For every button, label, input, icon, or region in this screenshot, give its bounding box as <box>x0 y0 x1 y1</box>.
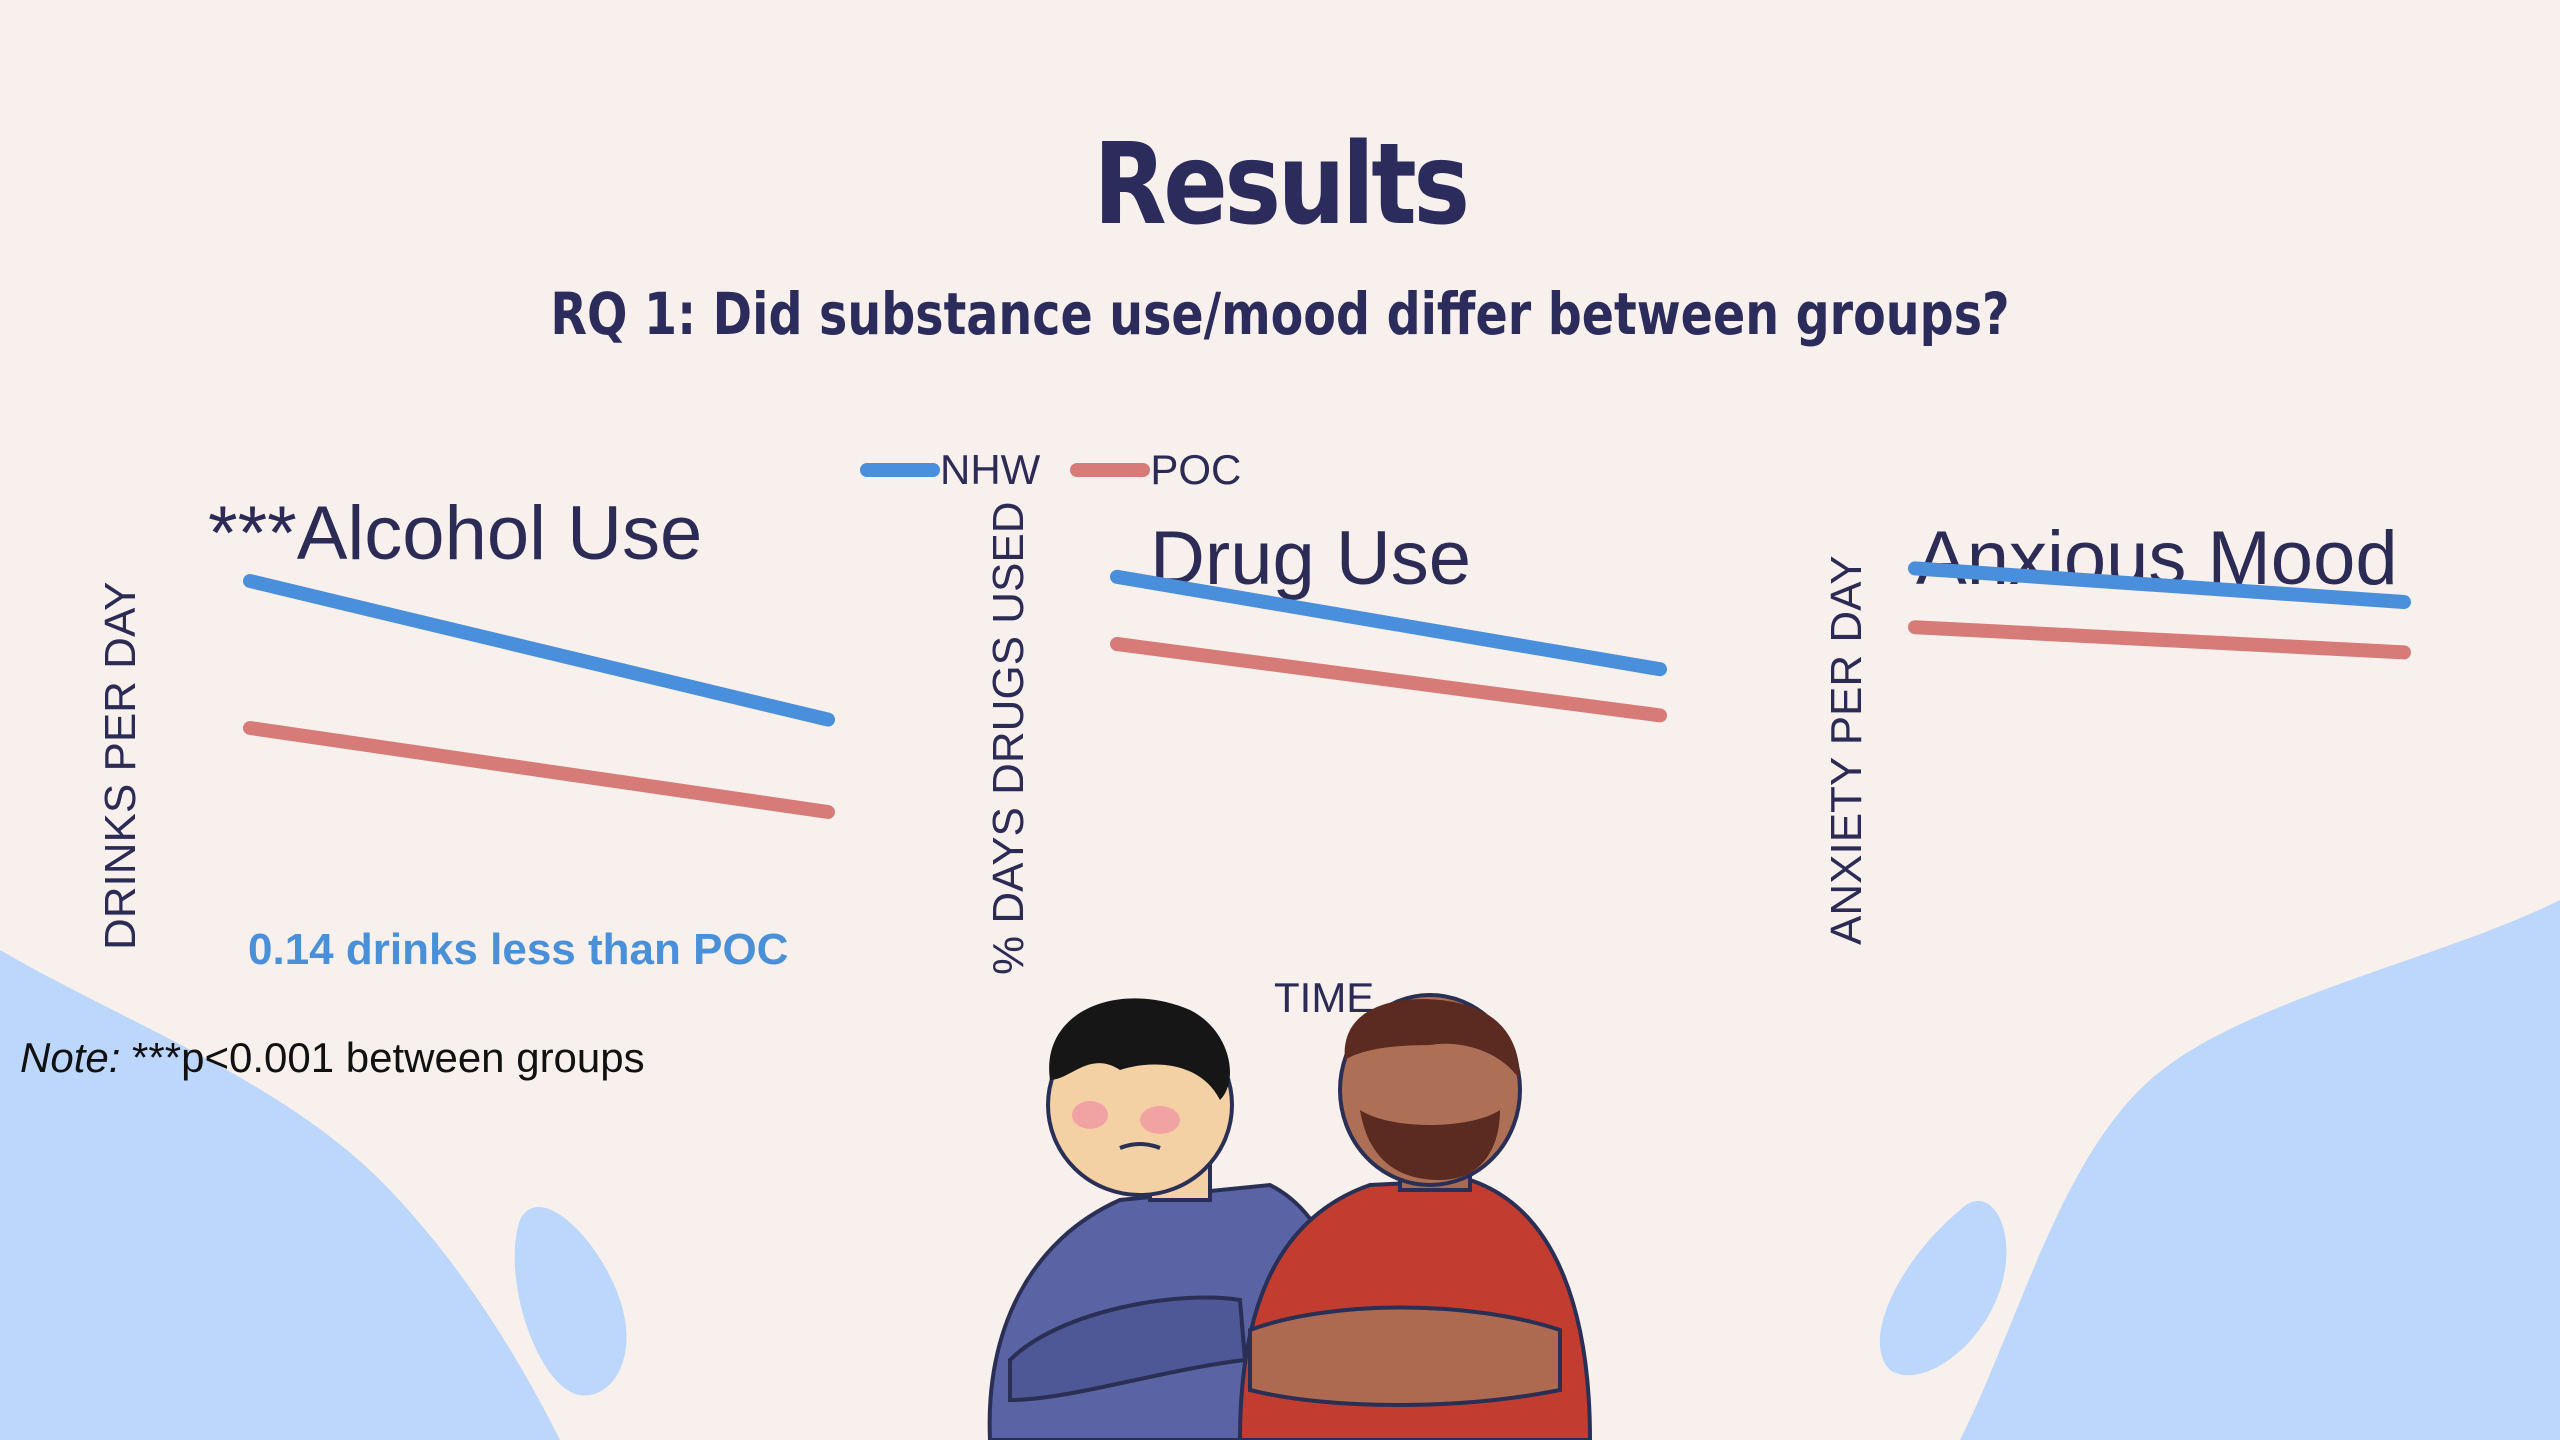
page-title: Results <box>1093 120 1470 250</box>
left-blob <box>0 950 560 1440</box>
legend-swatch-nhw <box>860 463 940 477</box>
chart-title-alcohol: ***Alcohol Use <box>208 491 703 576</box>
alcohol-annotation: 0.14 drinks less than POC <box>248 925 789 974</box>
significance-note: Note: ***p<0.001 between groups <box>20 1034 645 1082</box>
legend-label-poc: POC <box>1150 446 1242 493</box>
x-axis-label: TIME <box>1274 974 1375 1021</box>
legend-label-nhw: NHW <box>940 446 1041 493</box>
person-right <box>1237 993 1593 1440</box>
right-blob <box>1960 900 2560 1440</box>
chart-legend: NHW POC <box>860 440 1271 500</box>
right-drop <box>1879 1201 2007 1376</box>
page-subtitle: RQ 1: Did substance use/mood differ betw… <box>550 280 2010 348</box>
note-prefix: Note: <box>20 1034 121 1081</box>
left-drop <box>514 1207 627 1396</box>
note-text: ***p<0.001 between groups <box>120 1034 645 1081</box>
legend-swatch-poc <box>1070 463 1151 477</box>
